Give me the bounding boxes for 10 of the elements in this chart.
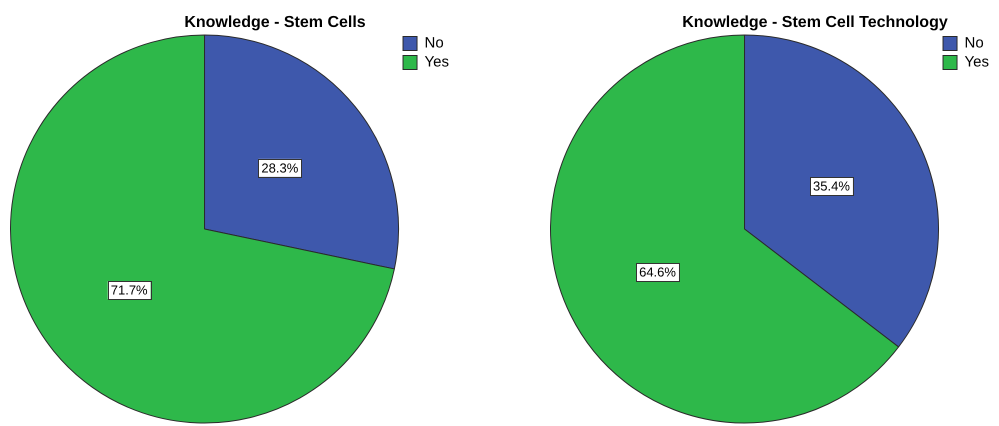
legend-label: Yes [424,54,450,71]
chart-title: Knowledge - Stem Cell Technology [682,14,948,32]
legend-label: No [424,34,444,52]
data-label: 71.7% [110,282,148,298]
data-label: 64.6% [639,264,676,280]
legend-label: No [964,34,984,52]
data-label: 35.4% [813,178,850,194]
legend-label: Yes [964,54,990,71]
chart-title: Knowledge - Stem Cells [184,14,366,32]
data-label: 28.3% [261,160,299,176]
